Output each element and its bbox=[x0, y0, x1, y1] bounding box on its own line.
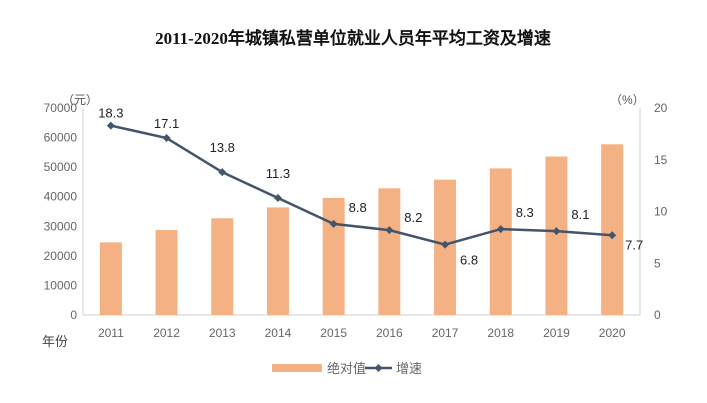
data-label: 8.2 bbox=[404, 210, 422, 225]
line-marker bbox=[608, 231, 617, 240]
right-tick-label: 5 bbox=[654, 256, 661, 270]
x-tick-label: 2020 bbox=[599, 326, 626, 340]
x-axis-label: 年份 bbox=[42, 334, 68, 349]
line-marker bbox=[106, 121, 115, 130]
line-marker bbox=[162, 134, 171, 143]
bar bbox=[266, 207, 289, 315]
right-axis-unit: （%） bbox=[610, 93, 645, 107]
bar bbox=[99, 242, 122, 315]
line-marker bbox=[552, 227, 561, 236]
line-marker bbox=[273, 194, 282, 203]
bar bbox=[489, 168, 512, 315]
line-marker bbox=[218, 168, 227, 177]
right-tick-label: 15 bbox=[654, 153, 668, 167]
data-label: 11.3 bbox=[266, 166, 290, 181]
bar bbox=[545, 156, 568, 315]
right-tick-label: 20 bbox=[654, 101, 668, 115]
x-tick-label: 2011 bbox=[98, 326, 124, 340]
chart-title: 2011-2020年城镇私营单位就业人员年平均工资及增速 bbox=[155, 28, 551, 48]
right-tick-label: 0 bbox=[654, 308, 661, 322]
left-tick-label: 30000 bbox=[44, 219, 78, 233]
growth-line bbox=[110, 124, 613, 246]
bar bbox=[322, 197, 345, 315]
data-label: 17.1 bbox=[154, 116, 179, 131]
line-marker bbox=[385, 226, 394, 235]
data-label: 7.7 bbox=[625, 237, 643, 252]
left-tick-label: 60000 bbox=[44, 131, 78, 145]
left-tick-label: 10000 bbox=[44, 278, 78, 292]
data-label: 13.8 bbox=[210, 140, 235, 155]
line-marker bbox=[329, 219, 338, 228]
x-tick-label: 2018 bbox=[487, 326, 514, 340]
x-tick-label: 2017 bbox=[432, 326, 459, 340]
bar bbox=[155, 229, 178, 315]
left-axis-unit: （元） bbox=[62, 93, 98, 107]
bar bbox=[211, 218, 234, 315]
x-tick-label: 2016 bbox=[376, 326, 403, 340]
x-tick-label: 2012 bbox=[153, 326, 180, 340]
line-marker bbox=[496, 225, 505, 234]
left-tick-label: 0 bbox=[70, 308, 77, 322]
legend-line-marker bbox=[374, 364, 383, 372]
left-tick-label: 50000 bbox=[44, 160, 78, 174]
x-tick-label: 2019 bbox=[543, 326, 570, 340]
left-tick-label: 40000 bbox=[44, 190, 78, 204]
data-label: 8.1 bbox=[571, 207, 589, 222]
x-tick-label: 2015 bbox=[320, 326, 347, 340]
bar bbox=[601, 144, 624, 315]
x-tick-label: 2014 bbox=[265, 326, 292, 340]
left-tick-label: 20000 bbox=[44, 249, 78, 263]
legend-line-label: 增速 bbox=[396, 361, 422, 376]
right-tick-label: 10 bbox=[654, 205, 668, 219]
data-label: 8.3 bbox=[516, 205, 534, 220]
bar bbox=[378, 188, 401, 315]
data-label: 6.8 bbox=[460, 253, 478, 268]
line-marker bbox=[441, 240, 450, 249]
legend-bar-label: 绝对值 bbox=[327, 361, 366, 376]
legend-bar-swatch bbox=[272, 364, 322, 372]
data-label: 18.3 bbox=[98, 106, 123, 121]
left-tick-label: 70000 bbox=[44, 101, 78, 115]
data-label: 8.8 bbox=[349, 200, 367, 215]
x-tick-label: 2013 bbox=[209, 326, 236, 340]
